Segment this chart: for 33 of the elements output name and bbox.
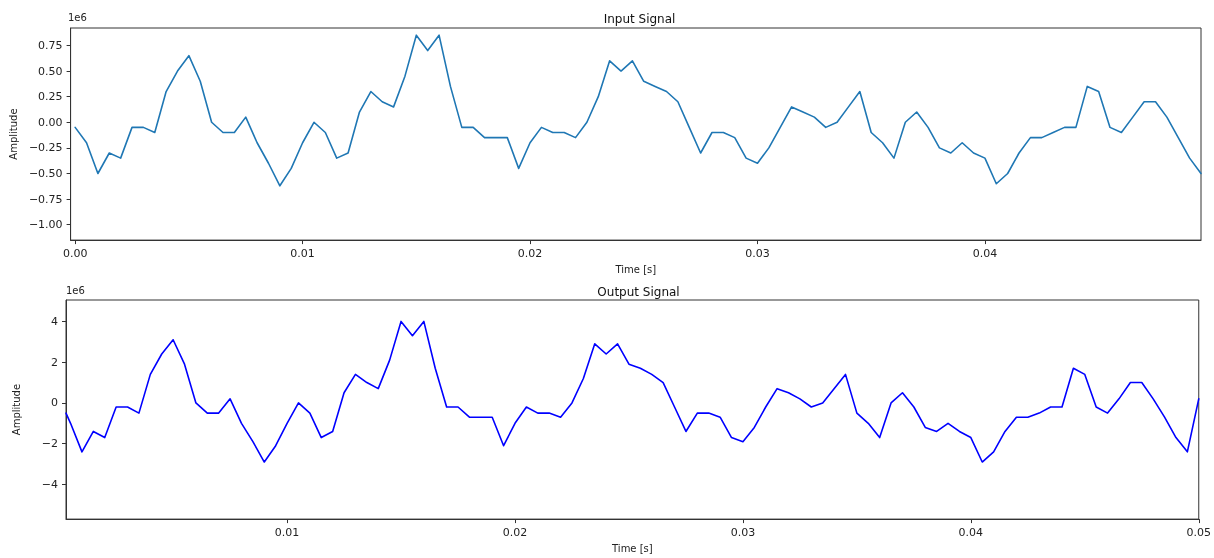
x-tick-label: 0.00 bbox=[62, 247, 88, 261]
line-series bbox=[74, 34, 1202, 187]
y-tick-label: 0.75 bbox=[38, 38, 63, 52]
x-tick-label: 0.02 bbox=[517, 247, 543, 261]
chart-title: Output Signal bbox=[597, 285, 680, 299]
y-tick-label: −0.25 bbox=[28, 141, 63, 155]
text: 1e6 bbox=[68, 11, 87, 23]
y-tick-label: 4 bbox=[51, 314, 58, 328]
y-tick-label: −2 bbox=[41, 437, 58, 451]
text: 1e6 bbox=[66, 284, 85, 296]
y-tick-label: 0.25 bbox=[38, 90, 63, 104]
x-tick-label: 0.03 bbox=[745, 247, 770, 261]
y-tick-label: −4 bbox=[41, 477, 58, 491]
y-tick-label: 0 bbox=[51, 396, 58, 410]
y-tick-label: 0.00 bbox=[38, 115, 63, 129]
y-tick-label: 0.50 bbox=[38, 64, 63, 78]
x-tick-label: 0.03 bbox=[730, 526, 756, 540]
x-tick-label: 0.04 bbox=[958, 526, 984, 540]
x-tick-label: 0.05 bbox=[1186, 526, 1211, 540]
line-series bbox=[65, 320, 1200, 463]
x-tick-label: 0.02 bbox=[502, 526, 528, 540]
x-tick-label: 0.01 bbox=[274, 526, 300, 540]
chart-title: Input Signal bbox=[603, 12, 676, 26]
x-tick-label: 0.04 bbox=[972, 247, 998, 261]
y-axis-title: Amplitude bbox=[7, 108, 19, 160]
y-tick-label: −1.00 bbox=[28, 218, 63, 232]
y-tick-label: −0.75 bbox=[28, 192, 63, 206]
x-axis-title: Time [s] bbox=[614, 263, 657, 275]
x-tick-label: 0.01 bbox=[290, 247, 315, 261]
x-axis-title: Time [s] bbox=[611, 542, 653, 554]
y-axis-title: Amplitude bbox=[10, 383, 22, 436]
y-tick-label: −0.50 bbox=[28, 167, 63, 180]
y-tick-label: 2 bbox=[51, 355, 58, 369]
